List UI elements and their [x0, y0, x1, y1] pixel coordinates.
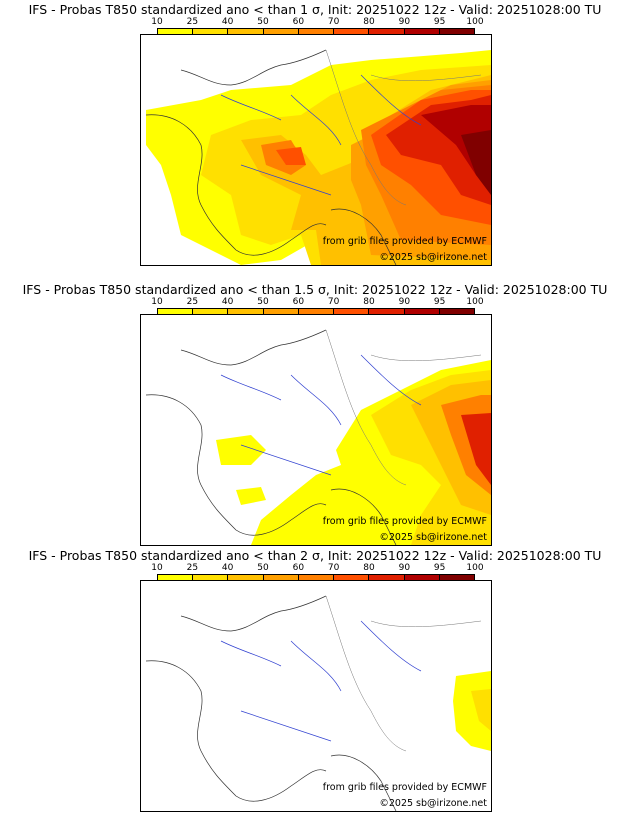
scale-tick-label: 95 [433, 297, 446, 307]
scale-tick-label: 70 [327, 297, 340, 307]
panel-title: IFS - Probas T850 standardized ano < tha… [28, 2, 602, 17]
coastline [145, 49, 397, 265]
scale-swatch [334, 309, 370, 315]
scale-tick-label: 95 [433, 17, 446, 27]
borders [325, 595, 482, 752]
panel-title: IFS - Probas T850 standardized ano < tha… [22, 282, 608, 297]
probability-map: from grib files provided by ECMWF ©2025 … [140, 580, 492, 812]
copyright-credit: ©2025 sb@irizone.net [379, 252, 487, 263]
scale-tick-label: 25 [186, 17, 199, 27]
scale-tick-label: 40 [221, 17, 234, 27]
scale-swatch [298, 29, 335, 35]
prob-zone-25 [471, 689, 491, 731]
copyright-credit: ©2025 sb@irizone.net [379, 798, 487, 809]
scale-tick-label: 90 [398, 563, 411, 573]
scale-tick-label: 25 [186, 563, 199, 573]
scale-tick-label: 80 [363, 17, 375, 27]
copyright-credit: ©2025 sb@irizone.net [379, 532, 487, 543]
coastline [145, 329, 397, 545]
scale-tick-label: 50 [257, 563, 269, 573]
scale-swatch [263, 309, 299, 315]
scale-swatch [334, 29, 370, 35]
scale-swatch [298, 309, 335, 315]
scale-swatch [439, 29, 474, 35]
panel-1-sigma: IFS - Probas T850 standardized ano < tha… [0, 2, 630, 274]
scale-swatch [369, 575, 405, 581]
scale-tick-label: 70 [327, 17, 340, 27]
scale-swatch [193, 309, 229, 315]
scale-swatch [228, 309, 264, 315]
borders [325, 49, 482, 206]
scale-swatch [369, 309, 405, 315]
scale-ticks: 10 25 40 50 60 70 80 90 95 100 [151, 17, 483, 27]
rivers [220, 620, 422, 742]
scale-ticks: 10 25 40 50 60 70 80 90 95 100 [151, 297, 483, 307]
source-credit: from grib files provided by ECMWF [322, 782, 487, 793]
scale-tick-label: 100 [466, 297, 484, 307]
borders [325, 329, 482, 486]
probability-map: from grib files provided by ECMWF ©2025 … [140, 314, 492, 546]
panel-2-sigma: IFS - Probas T850 standardized ano < tha… [0, 548, 630, 820]
panel-1-5-sigma: IFS - Probas T850 standardized ano < tha… [0, 282, 630, 554]
prob-zone-80 [461, 413, 491, 485]
scale-tick-label: 100 [466, 563, 484, 573]
scale-tick-label: 60 [292, 17, 305, 27]
probability-map: from grib files provided by ECMWF ©2025 … [140, 34, 492, 266]
scale-tick-label: 60 [292, 297, 305, 307]
scale-tick-label: 25 [186, 297, 199, 307]
scale-swatch [404, 575, 440, 581]
scale-tick-label: 80 [363, 563, 375, 573]
scale-swatch [334, 575, 370, 581]
source-credit: from grib files provided by ECMWF [322, 236, 487, 247]
scale-swatch [263, 575, 299, 581]
scale-tick-label: 10 [151, 563, 163, 573]
prob-zone-95 [461, 130, 491, 195]
scale-swatch [193, 575, 229, 581]
scale-tick-label: 70 [327, 563, 340, 573]
scale-tick-label: 100 [466, 17, 484, 27]
rivers [220, 354, 422, 476]
scale-tick-label: 40 [221, 563, 234, 573]
scale-swatch [158, 575, 194, 581]
scale-tick-label: 10 [151, 17, 163, 27]
scale-tick-label: 60 [292, 563, 305, 573]
source-credit: from grib files provided by ECMWF [322, 516, 487, 527]
coastline [145, 595, 397, 811]
scale-swatch [369, 29, 405, 35]
scale-swatch [404, 29, 440, 35]
scale-tick-label: 50 [257, 297, 269, 307]
map-canvas [145, 595, 491, 811]
map-canvas [145, 49, 491, 265]
scale-swatch [158, 309, 194, 315]
scale-tick-label: 50 [257, 17, 269, 27]
rivers [220, 74, 422, 196]
scale-tick-label: 90 [398, 297, 411, 307]
scale-tick-label: 40 [221, 297, 234, 307]
scale-ticks: 10 25 40 50 60 70 80 90 95 100 [151, 563, 483, 573]
scale-swatch [298, 575, 335, 581]
scale-swatch [439, 575, 474, 581]
scale-swatch [158, 29, 194, 35]
map-canvas [145, 329, 491, 545]
panel-title: IFS - Probas T850 standardized ano < tha… [28, 548, 602, 563]
scale-tick-label: 95 [433, 563, 446, 573]
scale-swatch [263, 29, 299, 35]
scale-swatch [193, 29, 229, 35]
scale-swatch [228, 575, 264, 581]
scale-tick-label: 80 [363, 297, 375, 307]
scale-swatch [404, 309, 440, 315]
scale-tick-label: 90 [398, 17, 411, 27]
scale-tick-label: 10 [151, 297, 163, 307]
scale-swatch [439, 309, 474, 315]
scale-swatch [228, 29, 264, 35]
